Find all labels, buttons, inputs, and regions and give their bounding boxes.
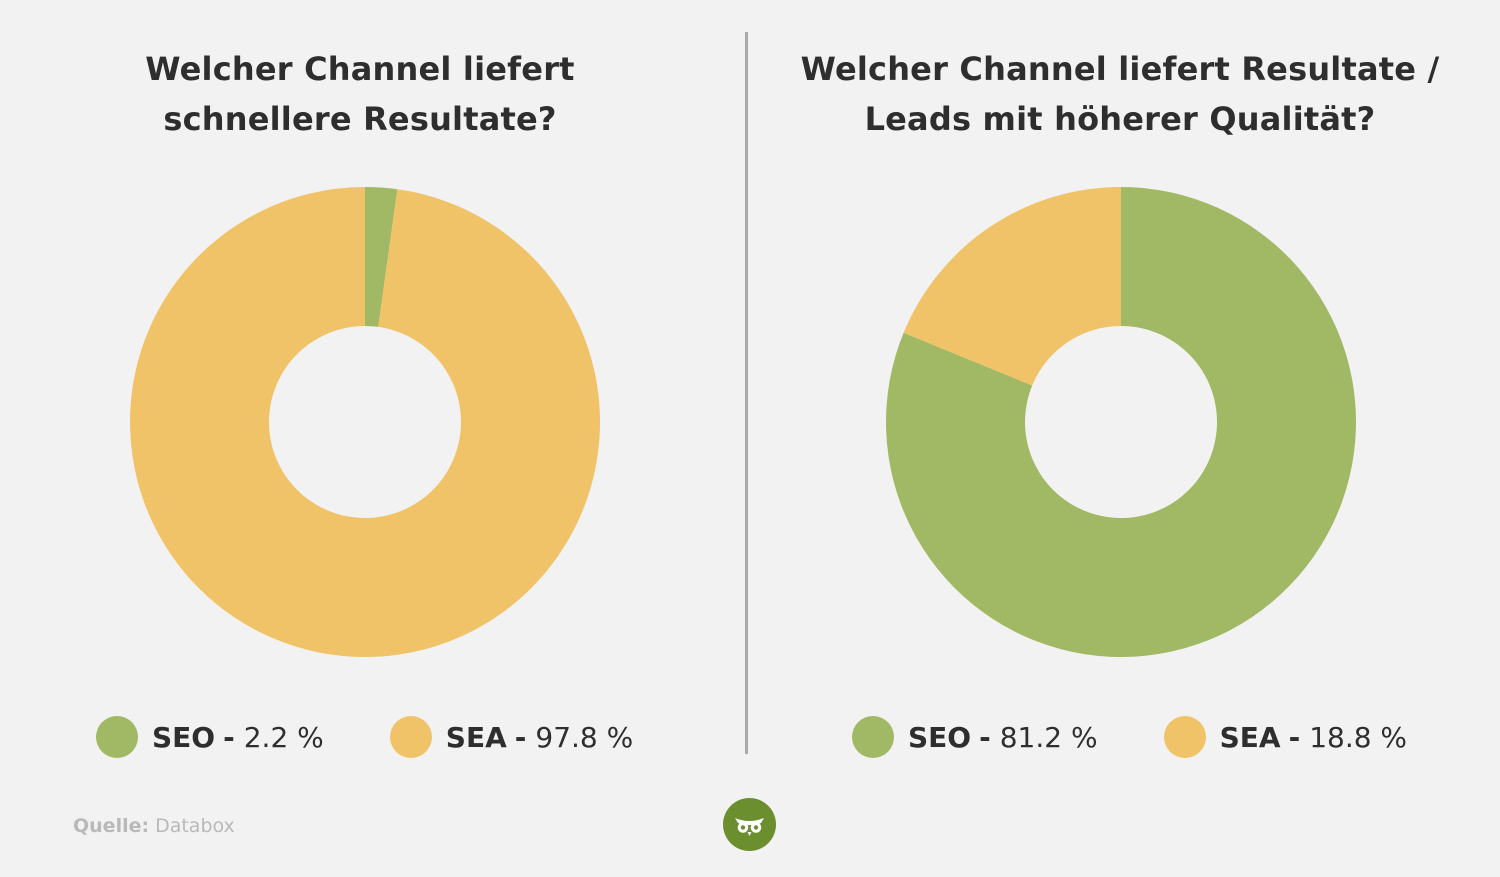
legend-label: SEA: [445, 720, 507, 754]
legend-item-sea: SEA - 18.8 %: [1163, 716, 1408, 758]
chart-title: Welcher Channel liefert schnellere Resul…: [145, 50, 575, 138]
chart-panel-right: Welcher Channel liefert Resultate / Lead…: [750, 0, 1500, 780]
panel-divider: [745, 32, 748, 754]
chart-panel-left: Welcher Channel liefert schnellere Resul…: [0, 0, 750, 780]
legend-separator: -: [223, 720, 235, 754]
pie-slice-seo: [365, 187, 398, 327]
owl-logo-icon: [723, 798, 776, 851]
pie-slice-sea: [903, 187, 1121, 386]
legend-separator: -: [1288, 720, 1301, 754]
legend-value: 97.8 %: [535, 720, 634, 754]
legend-item-seo: SEO - 81.2 %: [852, 716, 1098, 758]
legend-swatch-seo: [852, 716, 894, 758]
source-value: Databox: [155, 815, 235, 837]
legend-swatch-sea: [1163, 716, 1206, 758]
legend-value: 2.2 %: [243, 720, 324, 754]
donut-chart: [886, 187, 1356, 657]
legend-separator: -: [979, 720, 991, 754]
legend-swatch-sea: [389, 716, 432, 758]
legend-value: 18.8 %: [1309, 720, 1408, 754]
pie-slice-seo: [886, 187, 1356, 657]
legend-label: SEO: [908, 720, 972, 754]
legend-label: SEA: [1219, 720, 1281, 754]
source-label: Quelle:: [73, 815, 150, 837]
legend-label: SEO: [152, 720, 216, 754]
legend-item-sea: SEA - 97.8 %: [389, 716, 634, 758]
chart-legend: SEO - 2.2 % SEA - 97.8 %: [96, 715, 633, 759]
legend-swatch-seo: [96, 716, 138, 758]
source-note: Quelle: Databox: [73, 815, 235, 837]
donut-chart: [129, 187, 600, 657]
legend-separator: -: [514, 720, 527, 754]
pie-slice-sea: [129, 187, 600, 657]
chart-title: Welcher Channel liefert Resultate / Lead…: [800, 50, 1440, 138]
legend-value: 81.2 %: [999, 720, 1098, 754]
chart-legend: SEO - 81.2 % SEA - 18.8 %: [852, 715, 1407, 759]
legend-item-seo: SEO - 2.2 %: [96, 716, 324, 758]
